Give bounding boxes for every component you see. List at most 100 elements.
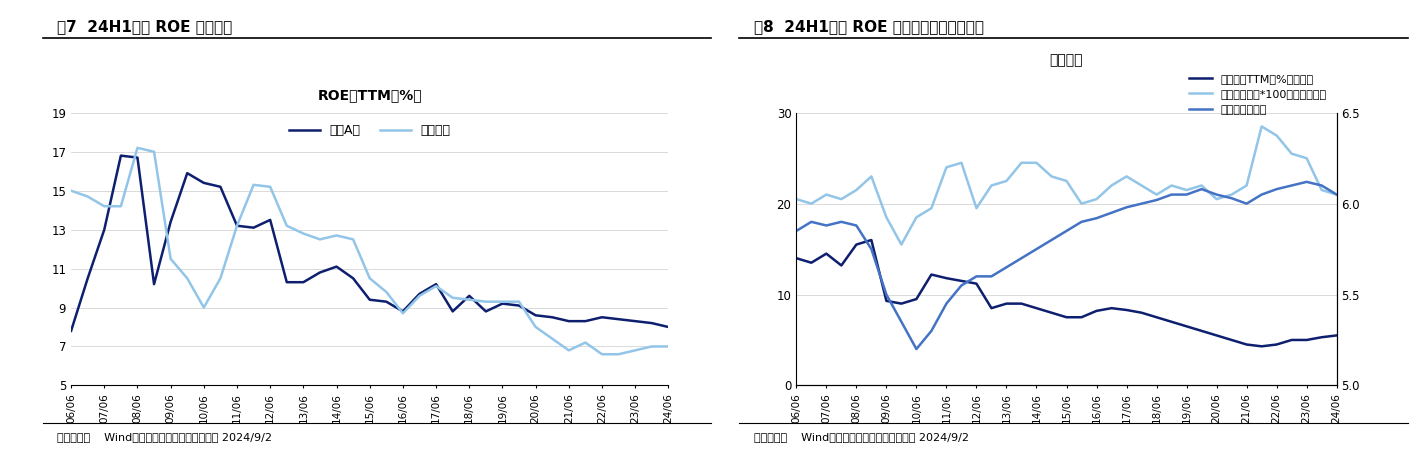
杠杆率（右轴）	[1028, 246, 1045, 252]
Text: 图7  24H1港股 ROE 小幅上升: 图7 24H1港股 ROE 小幅上升	[57, 19, 232, 34]
净利率（TTM，%，左轴）	[939, 275, 956, 281]
全部A股	[528, 313, 545, 318]
全部港股	[378, 289, 395, 295]
总资产周转率*100（次，左轴）	[1298, 156, 1315, 161]
Legend: 净利率（TTM，%，左轴）, 总资产周转率*100（次，左轴）, 杠杆率（右轴）: 净利率（TTM，%，左轴）, 总资产周转率*100（次，左轴）, 杠杆率（右轴）	[1185, 69, 1331, 119]
杠杆率（右轴）	[788, 228, 805, 234]
总资产周转率*100（次，左轴）	[1177, 187, 1194, 193]
杠杆率（右轴）	[1012, 255, 1030, 261]
全部A股	[444, 309, 461, 314]
总资产周转率*100（次，左轴）	[833, 196, 850, 202]
净利率（TTM，%，左轴）	[893, 301, 910, 306]
净利率（TTM，%，左轴）	[877, 298, 894, 304]
总资产周转率*100（次，左轴）	[1118, 173, 1135, 179]
净利率（TTM，%，左轴）	[1209, 333, 1226, 338]
杠杆率（右轴）	[923, 328, 940, 334]
全部A股	[643, 320, 660, 326]
全部港股	[145, 149, 162, 155]
全部A股	[361, 297, 378, 303]
全部A股	[660, 324, 677, 330]
Text: 资料来源：    Wind，海通证券研究所，数据截至 2024/9/2: 资料来源： Wind，海通证券研究所，数据截至 2024/9/2	[57, 432, 272, 442]
全部港股	[112, 204, 129, 209]
全部港股	[593, 352, 610, 357]
净利率（TTM，%，左轴）	[1074, 314, 1091, 320]
Line: 净利率（TTM，%，左轴）: 净利率（TTM，%，左轴）	[796, 240, 1337, 346]
总资产周转率*100（次，左轴）	[788, 196, 805, 202]
杠杆率（右轴）	[939, 301, 956, 306]
Line: 总资产周转率*100（次，左轴）: 总资产周转率*100（次，左轴）	[796, 126, 1337, 244]
全部A股	[162, 219, 179, 225]
总资产周转率*100（次，左轴）	[1028, 160, 1045, 165]
全部A股	[63, 328, 80, 334]
杠杆率（右轴）	[833, 219, 850, 225]
杠杆率（右轴）	[1074, 219, 1091, 225]
净利率（TTM，%，左轴）	[983, 306, 1000, 311]
净利率（TTM，%，左轴）	[1103, 306, 1121, 311]
净利率（TTM，%，左轴）	[803, 260, 820, 266]
净利率（TTM，%，左轴）	[1313, 335, 1330, 340]
全部A股	[378, 299, 395, 305]
全部A股	[428, 282, 445, 287]
全部港股	[162, 256, 179, 262]
全部A股	[328, 264, 346, 269]
全部A股	[510, 303, 528, 308]
全部A股	[394, 309, 411, 314]
总资产周转率*100（次，左轴）	[848, 187, 865, 193]
全部A股	[112, 153, 129, 158]
全部港股	[179, 275, 196, 281]
全部港股	[129, 145, 146, 151]
净利率（TTM，%，左轴）	[998, 301, 1015, 306]
全部A股	[212, 184, 229, 189]
总资产周转率*100（次，左轴）	[1223, 192, 1240, 197]
总资产周转率*100（次，左轴）	[1283, 151, 1300, 157]
Line: 全部港股: 全部港股	[71, 148, 668, 354]
净利率（TTM，%，左轴）	[1042, 310, 1059, 315]
杠杆率（右轴）	[1133, 201, 1150, 206]
全部港股	[411, 293, 428, 298]
总资产周转率*100（次，左轴）	[818, 192, 835, 197]
净利率（TTM，%，左轴）	[1239, 342, 1256, 347]
净利率（TTM，%，左轴）	[1177, 323, 1194, 329]
净利率（TTM，%，左轴）	[863, 237, 880, 243]
总资产周转率*100（次，左轴）	[863, 173, 880, 179]
全部港股	[229, 223, 246, 228]
杠杆率（右轴）	[1223, 196, 1240, 201]
全部A股	[229, 223, 246, 228]
Title: ROE（TTM，%）: ROE（TTM，%）	[317, 88, 422, 102]
杠杆率（右轴）	[848, 223, 865, 228]
总资产周转率*100（次，左轴）	[1209, 196, 1226, 202]
全部港股	[510, 299, 528, 305]
杠杆率（右轴）	[1239, 201, 1256, 206]
全部A股	[543, 314, 560, 320]
总资产周转率*100（次，左轴）	[939, 164, 956, 170]
杠杆率（右轴）	[1103, 210, 1121, 216]
全部港股	[95, 204, 112, 209]
全部A股	[461, 293, 478, 298]
全部A股	[560, 318, 577, 324]
总资产周转率*100（次，左轴）	[1268, 133, 1285, 138]
总资产周转率*100（次，左轴）	[1042, 173, 1059, 179]
全部港股	[543, 336, 560, 342]
全部A股	[344, 275, 361, 281]
总资产周转率*100（次，左轴）	[1253, 124, 1270, 129]
总资产周转率*100（次，左轴）	[1239, 183, 1256, 188]
净利率（TTM，%，左轴）	[1328, 333, 1345, 338]
全部A股	[627, 318, 644, 324]
净利率（TTM，%，左轴）	[1133, 310, 1150, 315]
全部港股	[660, 344, 677, 349]
总资产周转率*100（次，左轴）	[907, 214, 924, 220]
全部A股	[411, 291, 428, 297]
全部港股	[279, 223, 296, 228]
总资产周转率*100（次，左轴）	[998, 178, 1015, 184]
净利率（TTM，%，左轴）	[788, 255, 805, 261]
净利率（TTM，%，左轴）	[1118, 307, 1135, 313]
全部A股	[279, 279, 296, 285]
净利率（TTM，%，左轴）	[1283, 337, 1300, 343]
杠杆率（右轴）	[1283, 183, 1300, 188]
全部港股	[245, 182, 262, 188]
杠杆率（右轴）	[863, 246, 880, 252]
全部港股	[478, 299, 495, 305]
总资产周转率*100（次，左轴）	[803, 201, 820, 206]
总资产周转率*100（次，左轴）	[1313, 187, 1330, 193]
全部A股	[145, 282, 162, 287]
